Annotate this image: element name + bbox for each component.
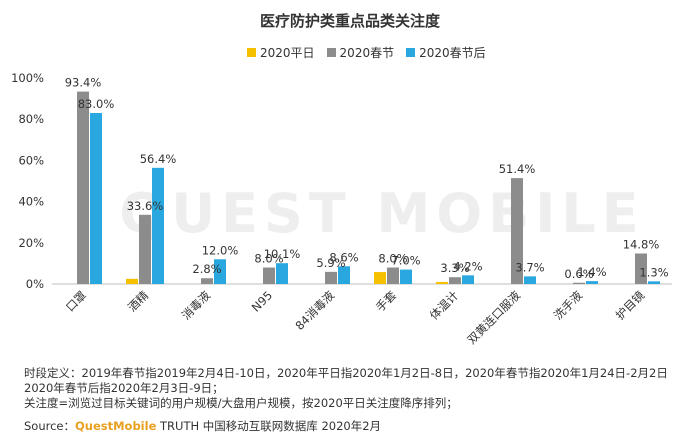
x-tick-label: 护目镜: [613, 288, 648, 323]
legend-label-festival: 2020春节: [339, 46, 395, 60]
bar-festival: [263, 267, 275, 284]
bar-after-festival: [586, 281, 598, 284]
legend-item-weekday: 2020平日: [247, 44, 315, 61]
legend-label-weekday: 2020平日: [260, 46, 315, 60]
data-label: 56.4%: [140, 152, 177, 166]
bar-after-festival: [524, 276, 536, 284]
data-label: 7.0%: [391, 254, 420, 268]
data-label: 8.0%: [254, 252, 283, 266]
bar-festival: [635, 253, 647, 284]
data-label: 10.1%: [264, 247, 301, 261]
x-tick-label: 手套: [373, 288, 400, 315]
source-line: Source：QuestMobile TRUTH 中国移动互联网数据库 2020…: [24, 418, 381, 434]
x-tick-label: N95: [249, 288, 275, 314]
bar-festival: [573, 282, 585, 284]
bar-weekday: [436, 281, 448, 284]
legend: 2020平日 2020春节 2020春节后: [247, 44, 486, 61]
y-tick-label: 100%: [11, 71, 44, 85]
data-label: 1.3%: [639, 265, 668, 279]
source-prefix: Source：: [24, 419, 75, 433]
y-tick-label: 20%: [18, 236, 44, 250]
y-tick-label: 40%: [18, 195, 44, 209]
note-line-1: 时段定义：2019年春节指2019年2月4日-10日，2020年平日指2020年…: [24, 366, 668, 380]
note-line-2: 2020年春节后指2020年2月3日-9日；: [24, 381, 224, 395]
bar-after-festival: [276, 263, 288, 284]
data-label: 2.8%: [192, 262, 221, 276]
bar-festival: [77, 91, 89, 284]
x-tick-label: 双黄连口服液: [464, 288, 523, 347]
x-tick-label: 酒精: [125, 288, 152, 315]
source-rest: TRUTH 中国移动互联网数据库 2020年2月: [156, 419, 382, 433]
bar-after-festival: [648, 281, 660, 284]
bar-after-festival: [338, 266, 350, 284]
legend-label-after-festival: 2020春节后: [419, 46, 486, 60]
data-label: 0.6%: [564, 267, 593, 281]
source-brand: QuestMobile: [75, 419, 157, 433]
data-label: 83.0%: [78, 97, 115, 111]
plot-area: QUEST MOBILE 0% 20% 40% 60% 80% 100% 口罩 酒精 消毒液 N9…: [11, 71, 672, 347]
y-tick-label: 80%: [18, 112, 44, 126]
y-tick-label: 60%: [18, 153, 44, 167]
bar-festival: [387, 267, 399, 284]
bar-festival: [139, 214, 151, 284]
bar-festival: [449, 277, 461, 284]
bar-festival: [511, 178, 523, 284]
x-tick-label: 消毒液: [179, 288, 214, 323]
data-label: 12.0%: [202, 243, 239, 257]
legend-item-festival: 2020春节: [326, 44, 395, 61]
bar-weekday: [374, 272, 386, 284]
x-tick-label: 口罩: [63, 288, 89, 314]
y-tick-label: 0%: [26, 277, 44, 291]
data-label: 3.7%: [515, 260, 544, 274]
watermark: QUEST MOBILE: [119, 182, 644, 245]
bar-after-festival: [90, 113, 102, 285]
x-tick-label: 洗手液: [551, 288, 586, 323]
bar-after-festival: [462, 275, 474, 284]
bar-after-festival: [152, 167, 164, 284]
legend-swatch-festival: [326, 48, 336, 57]
x-tick-label: 体温计: [427, 288, 462, 323]
data-label: 3.3%: [440, 261, 469, 275]
bar-festival: [325, 271, 337, 284]
notes: 时段定义：2019年春节指2019年2月4日-10日，2020年平日指2020年…: [24, 366, 684, 411]
data-label: 5.9%: [316, 256, 345, 270]
data-label: 1.4%: [577, 265, 606, 279]
data-label: 93.4%: [65, 76, 102, 90]
legend-item-after-festival: 2020春节后: [406, 44, 486, 61]
bar-after-festival: [400, 269, 412, 284]
bar-after-festival: [214, 259, 226, 284]
x-tick-label: 84消毒液: [292, 288, 337, 333]
legend-swatch-after-festival: [406, 48, 416, 57]
data-label: 8.6%: [329, 250, 358, 264]
data-label: 51.4%: [499, 162, 536, 176]
bar-weekday: [126, 278, 138, 284]
note-line-3: 关注度=浏览过目标关键词的用户规模/大盘用户规模，按2020平日关注度降序排列；: [24, 396, 458, 410]
chart-title: 医疗防护类重点品类关注度: [259, 12, 440, 30]
data-label: 33.6%: [127, 199, 164, 213]
bar-festival: [201, 278, 213, 284]
data-label: 4.2%: [453, 259, 482, 273]
data-label: 14.8%: [623, 238, 660, 252]
data-label: 8.0%: [378, 252, 407, 266]
legend-swatch-weekday: [247, 48, 256, 57]
